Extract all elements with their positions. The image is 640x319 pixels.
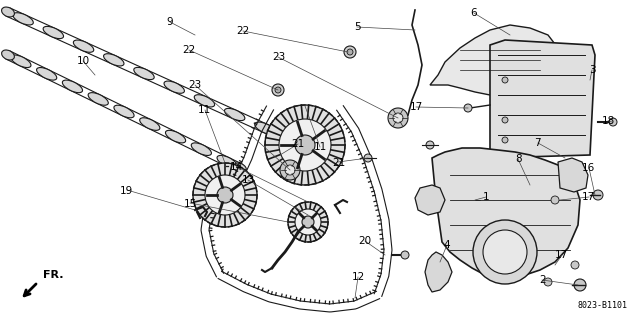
Text: 6: 6 xyxy=(470,8,477,18)
Text: 12: 12 xyxy=(352,272,365,282)
Text: 9: 9 xyxy=(166,17,173,27)
Circle shape xyxy=(217,187,233,203)
Ellipse shape xyxy=(1,7,15,17)
Text: 17: 17 xyxy=(556,249,568,260)
Circle shape xyxy=(502,137,508,143)
Ellipse shape xyxy=(164,81,184,93)
Circle shape xyxy=(393,113,403,123)
Circle shape xyxy=(609,118,617,126)
Text: 7: 7 xyxy=(534,138,541,148)
Text: 14: 14 xyxy=(230,162,243,173)
Text: 1: 1 xyxy=(483,192,490,202)
Circle shape xyxy=(483,230,527,274)
Text: 10: 10 xyxy=(77,56,90,66)
Text: 13: 13 xyxy=(242,175,255,185)
Polygon shape xyxy=(430,25,565,98)
Text: 21: 21 xyxy=(291,139,304,149)
Circle shape xyxy=(347,49,353,55)
Text: 5: 5 xyxy=(354,22,360,32)
Text: 21: 21 xyxy=(333,158,346,168)
Ellipse shape xyxy=(140,118,160,130)
Circle shape xyxy=(574,279,586,291)
Circle shape xyxy=(302,216,314,228)
Text: 20: 20 xyxy=(358,236,371,246)
Text: 19: 19 xyxy=(120,186,133,196)
Ellipse shape xyxy=(104,54,124,66)
Ellipse shape xyxy=(255,122,275,134)
Text: 17: 17 xyxy=(410,102,422,112)
Circle shape xyxy=(295,209,321,235)
Circle shape xyxy=(551,196,559,204)
Circle shape xyxy=(295,135,315,155)
Text: 4: 4 xyxy=(444,240,450,250)
Ellipse shape xyxy=(225,108,245,121)
Ellipse shape xyxy=(191,143,211,155)
Text: 3: 3 xyxy=(589,64,595,75)
Circle shape xyxy=(279,119,331,171)
Ellipse shape xyxy=(273,130,287,140)
Text: 2: 2 xyxy=(540,275,546,285)
Circle shape xyxy=(205,175,245,215)
Polygon shape xyxy=(490,40,595,158)
Circle shape xyxy=(464,104,472,112)
Text: 8: 8 xyxy=(515,154,522,164)
Ellipse shape xyxy=(36,68,57,80)
Circle shape xyxy=(280,160,300,180)
Circle shape xyxy=(265,105,345,185)
Circle shape xyxy=(426,141,434,149)
Text: 17: 17 xyxy=(582,192,595,202)
Circle shape xyxy=(401,251,409,259)
Ellipse shape xyxy=(134,67,154,80)
Ellipse shape xyxy=(195,95,214,107)
Circle shape xyxy=(502,117,508,123)
Circle shape xyxy=(364,154,372,162)
Ellipse shape xyxy=(13,13,33,25)
Text: 18: 18 xyxy=(602,115,614,126)
Ellipse shape xyxy=(234,163,246,173)
Text: 23: 23 xyxy=(272,52,285,63)
Polygon shape xyxy=(558,158,588,192)
Text: 16: 16 xyxy=(582,163,595,174)
Circle shape xyxy=(288,202,328,242)
Text: 15: 15 xyxy=(184,198,197,209)
Circle shape xyxy=(571,261,579,269)
Text: 11: 11 xyxy=(314,142,326,152)
Text: 22: 22 xyxy=(237,26,250,36)
Text: FR.: FR. xyxy=(43,270,63,280)
Text: 8023-B1101: 8023-B1101 xyxy=(578,301,628,310)
Ellipse shape xyxy=(43,26,63,39)
Circle shape xyxy=(272,84,284,96)
Ellipse shape xyxy=(62,80,83,93)
Polygon shape xyxy=(432,148,580,278)
Ellipse shape xyxy=(114,105,134,118)
Ellipse shape xyxy=(2,50,14,60)
Ellipse shape xyxy=(217,155,237,168)
Circle shape xyxy=(502,77,508,83)
Text: 22: 22 xyxy=(182,45,195,56)
Polygon shape xyxy=(425,252,452,292)
Text: 23: 23 xyxy=(189,80,202,91)
Polygon shape xyxy=(415,185,445,215)
Circle shape xyxy=(473,220,537,284)
Circle shape xyxy=(275,87,281,93)
Circle shape xyxy=(388,108,408,128)
Circle shape xyxy=(285,165,295,175)
Text: 11: 11 xyxy=(198,105,211,115)
Circle shape xyxy=(593,190,603,200)
Ellipse shape xyxy=(74,40,93,52)
Ellipse shape xyxy=(11,55,31,68)
Circle shape xyxy=(344,46,356,58)
Circle shape xyxy=(544,278,552,286)
Ellipse shape xyxy=(88,93,108,105)
Circle shape xyxy=(193,163,257,227)
Ellipse shape xyxy=(166,130,186,143)
